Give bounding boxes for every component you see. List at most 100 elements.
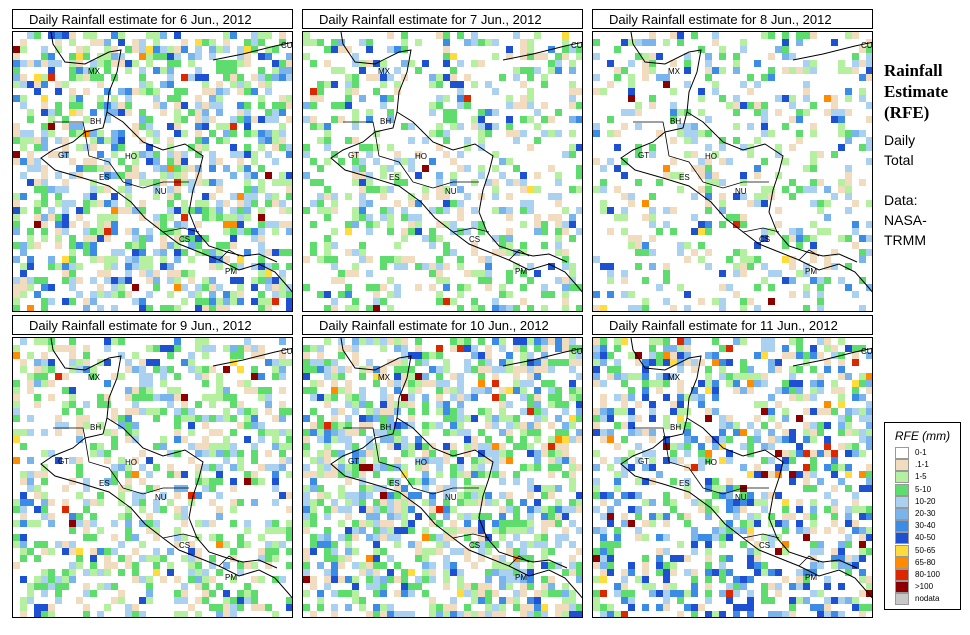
rainfall-cell <box>845 186 852 193</box>
rainfall-cell <box>824 443 831 450</box>
rainfall-cell <box>230 235 237 242</box>
rainfall-cell <box>146 123 153 130</box>
rainfall-cell <box>69 242 76 249</box>
rainfall-cell <box>663 597 670 604</box>
rainfall-cell <box>747 102 754 109</box>
country-border <box>122 181 189 189</box>
rainfall-cell <box>401 228 408 235</box>
rainfall-cell <box>520 359 527 366</box>
rainfall-cell <box>803 534 810 541</box>
rainfall-cell <box>188 270 195 277</box>
rainfall-cell <box>810 102 817 109</box>
rainfall-cell <box>230 263 237 270</box>
rainfall-cell <box>824 464 831 471</box>
rainfall-cell <box>338 345 345 352</box>
rainfall-cell <box>670 60 677 67</box>
rainfall-cell <box>607 541 614 548</box>
rainfall-cell <box>443 359 450 366</box>
rainfall-cell <box>677 249 684 256</box>
rainfall-cell <box>824 359 831 366</box>
rainfall-cell <box>803 235 810 242</box>
rainfall-cell <box>265 53 272 60</box>
rainfall-cell <box>202 450 209 457</box>
rainfall-cell <box>27 81 34 88</box>
rainfall-cell <box>160 109 167 116</box>
rainfall-cell <box>471 583 478 590</box>
rainfall-cell <box>132 151 139 158</box>
rainfall-cell <box>754 436 761 443</box>
rainfall-cell <box>48 513 55 520</box>
rainfall-cell <box>810 200 817 207</box>
rainfall-cell <box>380 590 387 597</box>
rainfall-cell <box>345 443 352 450</box>
rainfall-cell <box>230 172 237 179</box>
rainfall-cell <box>338 450 345 457</box>
rainfall-cell <box>824 436 831 443</box>
rainfall-cell <box>705 373 712 380</box>
rainfall-cell <box>471 492 478 499</box>
rainfall-cell <box>768 74 775 81</box>
rainfall-cell <box>576 499 582 506</box>
rainfall-cell <box>118 186 125 193</box>
rainfall-cell <box>569 67 576 74</box>
rainfall-cell <box>27 263 34 270</box>
rainfall-cell <box>628 193 635 200</box>
rainfall-cell <box>139 151 146 158</box>
rainfall-cell <box>394 179 401 186</box>
rainfall-cell <box>55 221 62 228</box>
rainfall-cell <box>740 102 747 109</box>
rainfall-cell <box>443 249 450 256</box>
rainfall-cell <box>600 590 607 597</box>
rainfall-cell <box>642 214 649 221</box>
rainfall-cell <box>866 478 872 485</box>
rainfall-cell <box>83 88 90 95</box>
rainfall-cell <box>104 165 111 172</box>
rainfall-cell <box>569 415 576 422</box>
rainfall-cell <box>705 548 712 555</box>
rainfall-cell <box>373 583 380 590</box>
rainfall-cell <box>338 471 345 478</box>
rainfall-cell <box>670 373 677 380</box>
rainfall-cell <box>62 401 69 408</box>
rainfall-cell <box>401 39 408 46</box>
rainfall-cell <box>104 583 111 590</box>
rainfall-cell <box>310 513 317 520</box>
rainfall-cell <box>593 562 600 569</box>
rainfall-cell <box>761 228 768 235</box>
rainfall-cell <box>387 408 394 415</box>
rainfall-cell <box>216 611 223 617</box>
rainfall-cell <box>541 562 548 569</box>
rainfall-cell <box>223 590 230 597</box>
rainfall-cell <box>394 429 401 436</box>
rainfall-cell <box>450 74 457 81</box>
rainfall-cell <box>41 172 48 179</box>
rainfall-cell <box>132 457 139 464</box>
rainfall-cell <box>492 520 499 527</box>
rainfall-cell <box>41 165 48 172</box>
rainfall-cell <box>13 380 20 387</box>
rainfall-cell <box>415 436 422 443</box>
rainfall-cell <box>429 443 436 450</box>
country-border <box>84 437 124 489</box>
rainfall-cell <box>303 207 310 214</box>
rainfall-cell <box>576 576 582 583</box>
rainfall-cell <box>457 284 464 291</box>
rainfall-cell <box>464 534 471 541</box>
rainfall-cell <box>69 200 76 207</box>
rainfall-cell <box>125 513 132 520</box>
rainfall-cell <box>408 221 415 228</box>
rainfall-cell <box>104 172 111 179</box>
rainfall-cell <box>824 527 831 534</box>
rainfall-cell <box>387 214 394 221</box>
rainfall-cell <box>485 597 492 604</box>
rainfall-cell <box>188 457 195 464</box>
rainfall-cell <box>125 46 132 53</box>
rainfall-cell <box>761 277 768 284</box>
rainfall-cell <box>513 130 520 137</box>
rainfall-cell <box>705 200 712 207</box>
rainfall-cell <box>555 457 562 464</box>
rainfall-cell <box>167 270 174 277</box>
rainfall-cell <box>202 123 209 130</box>
rainfall-cell <box>41 193 48 200</box>
rainfall-cell <box>712 387 719 394</box>
